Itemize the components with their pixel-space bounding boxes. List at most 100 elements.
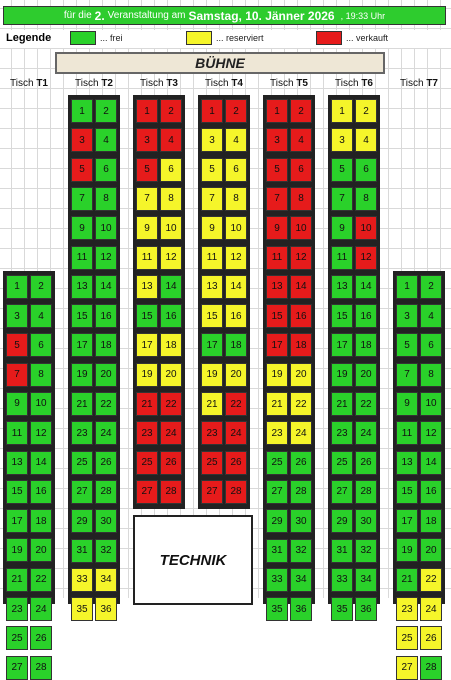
seat-t6-27[interactable]: 27 [331, 479, 353, 504]
seat-t5-26[interactable]: 26 [290, 450, 312, 475]
seat-t1-10[interactable]: 10 [30, 391, 52, 416]
seat-t5-35[interactable]: 35 [266, 597, 288, 622]
seat-t6-26[interactable]: 26 [355, 450, 377, 475]
seat-t3-21[interactable]: 21 [136, 392, 158, 416]
seat-t5-31[interactable]: 31 [266, 538, 288, 563]
seat-t3-5[interactable]: 5 [136, 157, 158, 182]
seat-t6-24[interactable]: 24 [355, 421, 377, 446]
seat-t7-1[interactable]: 1 [396, 274, 418, 299]
seat-t3-6[interactable]: 6 [160, 157, 182, 182]
seat-t1-27[interactable]: 27 [6, 655, 28, 680]
seat-t3-25[interactable]: 25 [136, 450, 158, 475]
seat-t1-8[interactable]: 8 [30, 362, 52, 387]
seat-t1-20[interactable]: 20 [30, 538, 52, 563]
seat-t2-29[interactable]: 29 [71, 509, 93, 534]
seat-t7-2[interactable]: 2 [420, 274, 442, 299]
seat-t4-25[interactable]: 25 [201, 450, 223, 475]
seat-t2-26[interactable]: 26 [95, 450, 117, 475]
seat-t3-8[interactable]: 8 [160, 186, 182, 211]
seat-t5-18[interactable]: 18 [290, 333, 312, 358]
seat-t3-19[interactable]: 19 [136, 362, 158, 387]
seat-t3-26[interactable]: 26 [160, 450, 182, 475]
seat-t5-24[interactable]: 24 [290, 421, 312, 446]
seat-t7-26[interactable]: 26 [420, 626, 442, 651]
seat-t6-10[interactable]: 10 [355, 216, 377, 241]
seat-t1-22[interactable]: 22 [30, 567, 52, 592]
seat-t7-13[interactable]: 13 [396, 450, 418, 475]
seat-t5-36[interactable]: 36 [290, 597, 312, 622]
seat-t2-10[interactable]: 10 [95, 216, 117, 241]
seat-t6-12[interactable]: 12 [355, 245, 377, 270]
seat-t4-26[interactable]: 26 [225, 450, 247, 475]
seat-t4-8[interactable]: 8 [225, 186, 247, 211]
seat-t2-18[interactable]: 18 [95, 333, 117, 358]
seat-t2-32[interactable]: 32 [95, 538, 117, 563]
seat-t7-6[interactable]: 6 [420, 333, 442, 358]
seat-t2-11[interactable]: 11 [71, 245, 93, 270]
seat-t6-13[interactable]: 13 [331, 274, 353, 299]
seat-t3-16[interactable]: 16 [160, 304, 182, 329]
seat-t6-36[interactable]: 36 [355, 597, 377, 622]
seat-t2-34[interactable]: 34 [95, 567, 117, 592]
seat-t6-14[interactable]: 14 [355, 274, 377, 299]
seat-t1-14[interactable]: 14 [30, 450, 52, 475]
seat-t6-35[interactable]: 35 [331, 597, 353, 622]
seat-t5-25[interactable]: 25 [266, 450, 288, 475]
seat-t5-8[interactable]: 8 [290, 186, 312, 211]
seat-t6-16[interactable]: 16 [355, 304, 377, 329]
seat-t2-2[interactable]: 2 [95, 99, 117, 123]
seat-t4-20[interactable]: 20 [225, 362, 247, 387]
seat-t1-3[interactable]: 3 [6, 304, 28, 329]
seat-t1-6[interactable]: 6 [30, 333, 52, 358]
seat-t4-5[interactable]: 5 [201, 157, 223, 182]
seat-t4-18[interactable]: 18 [225, 333, 247, 358]
seat-t1-26[interactable]: 26 [30, 626, 52, 651]
seat-t4-19[interactable]: 19 [201, 362, 223, 387]
seat-t6-7[interactable]: 7 [331, 186, 353, 211]
seat-t7-28[interactable]: 28 [420, 655, 442, 680]
seat-t2-35[interactable]: 35 [71, 597, 93, 622]
seat-t3-14[interactable]: 14 [160, 274, 182, 299]
seat-t2-16[interactable]: 16 [95, 304, 117, 329]
seat-t2-12[interactable]: 12 [95, 245, 117, 270]
seat-t2-1[interactable]: 1 [71, 99, 93, 123]
seat-t4-10[interactable]: 10 [225, 216, 247, 241]
seat-t2-6[interactable]: 6 [95, 157, 117, 182]
seat-t6-11[interactable]: 11 [331, 245, 353, 270]
seat-t3-12[interactable]: 12 [160, 245, 182, 270]
seat-t5-5[interactable]: 5 [266, 157, 288, 182]
seat-t2-15[interactable]: 15 [71, 304, 93, 329]
seat-t5-7[interactable]: 7 [266, 186, 288, 211]
seat-t7-18[interactable]: 18 [420, 509, 442, 534]
seat-t2-4[interactable]: 4 [95, 128, 117, 153]
seat-t5-20[interactable]: 20 [290, 362, 312, 387]
seat-t3-1[interactable]: 1 [136, 99, 158, 123]
seat-t5-15[interactable]: 15 [266, 304, 288, 329]
seat-t2-28[interactable]: 28 [95, 479, 117, 504]
seat-t6-29[interactable]: 29 [331, 509, 353, 534]
seat-t1-7[interactable]: 7 [6, 362, 28, 387]
seat-t5-28[interactable]: 28 [290, 479, 312, 504]
seat-t3-10[interactable]: 10 [160, 216, 182, 241]
seat-t6-25[interactable]: 25 [331, 450, 353, 475]
seat-t4-15[interactable]: 15 [201, 304, 223, 329]
seat-t5-27[interactable]: 27 [266, 479, 288, 504]
seat-t7-16[interactable]: 16 [420, 479, 442, 504]
seat-t5-32[interactable]: 32 [290, 538, 312, 563]
seat-t1-25[interactable]: 25 [6, 626, 28, 651]
seat-t3-23[interactable]: 23 [136, 421, 158, 446]
seat-t2-23[interactable]: 23 [71, 421, 93, 446]
seat-t6-23[interactable]: 23 [331, 421, 353, 446]
seat-t2-36[interactable]: 36 [95, 597, 117, 622]
seat-t5-23[interactable]: 23 [266, 421, 288, 446]
seat-t4-23[interactable]: 23 [201, 421, 223, 446]
seat-t2-14[interactable]: 14 [95, 274, 117, 299]
seat-t2-8[interactable]: 8 [95, 186, 117, 211]
seat-t7-21[interactable]: 21 [396, 567, 418, 592]
seat-t5-9[interactable]: 9 [266, 216, 288, 241]
seat-t5-3[interactable]: 3 [266, 128, 288, 153]
seat-t3-2[interactable]: 2 [160, 99, 182, 123]
seat-t4-2[interactable]: 2 [225, 99, 247, 123]
seat-t4-3[interactable]: 3 [201, 128, 223, 153]
seat-t6-15[interactable]: 15 [331, 304, 353, 329]
